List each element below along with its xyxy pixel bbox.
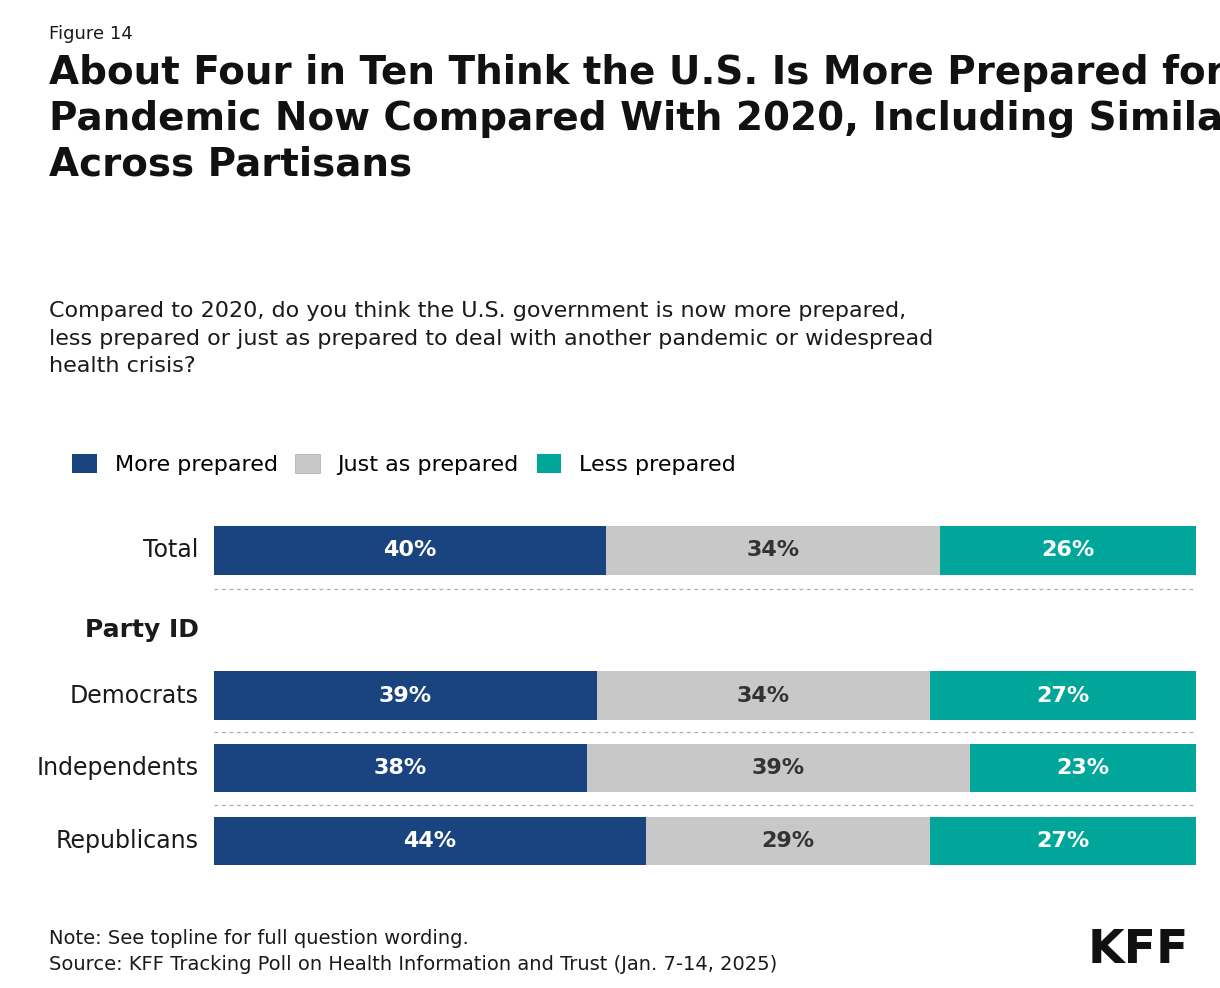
Text: 40%: 40% [383, 540, 437, 560]
Bar [645, 817, 931, 865]
Text: 27%: 27% [1037, 686, 1089, 705]
Text: Source: KFF Tracking Poll on Health Information and Trust (Jan. 7-14, 2025): Source: KFF Tracking Poll on Health Info… [49, 955, 777, 974]
Text: KFF: KFF [1088, 928, 1190, 973]
Text: Independents: Independents [37, 756, 199, 781]
Text: 39%: 39% [378, 686, 432, 705]
Bar [931, 817, 1196, 865]
Text: Party ID: Party ID [85, 618, 199, 642]
Bar [597, 672, 931, 720]
Text: Figure 14: Figure 14 [49, 25, 133, 42]
Text: 29%: 29% [761, 831, 815, 851]
Text: Note: See topline for full question wording.: Note: See topline for full question word… [49, 929, 468, 947]
Bar [606, 527, 941, 575]
Text: 39%: 39% [752, 758, 805, 779]
Bar [214, 527, 606, 575]
Text: About Four in Ten Think the U.S. Is More Prepared for a
Pandemic Now Compared Wi: About Four in Ten Think the U.S. Is More… [49, 54, 1220, 184]
Legend: More prepared, Just as prepared, Less prepared: More prepared, Just as prepared, Less pr… [72, 454, 736, 475]
Bar [941, 527, 1196, 575]
Text: 34%: 34% [737, 686, 791, 705]
Bar [931, 672, 1196, 720]
Text: 27%: 27% [1037, 831, 1089, 851]
Bar [214, 744, 587, 792]
Bar [970, 744, 1196, 792]
Text: 38%: 38% [373, 758, 427, 779]
Text: Compared to 2020, do you think the U.S. government is now more prepared,
less pr: Compared to 2020, do you think the U.S. … [49, 301, 933, 375]
Text: 34%: 34% [747, 540, 800, 560]
Bar [214, 817, 645, 865]
Text: 44%: 44% [403, 831, 456, 851]
Bar [587, 744, 970, 792]
Bar [214, 672, 597, 720]
Text: Total: Total [144, 538, 199, 562]
Text: 23%: 23% [1057, 758, 1109, 779]
Text: Republicans: Republicans [56, 829, 199, 853]
Text: 26%: 26% [1042, 540, 1094, 560]
Text: Democrats: Democrats [70, 684, 199, 707]
